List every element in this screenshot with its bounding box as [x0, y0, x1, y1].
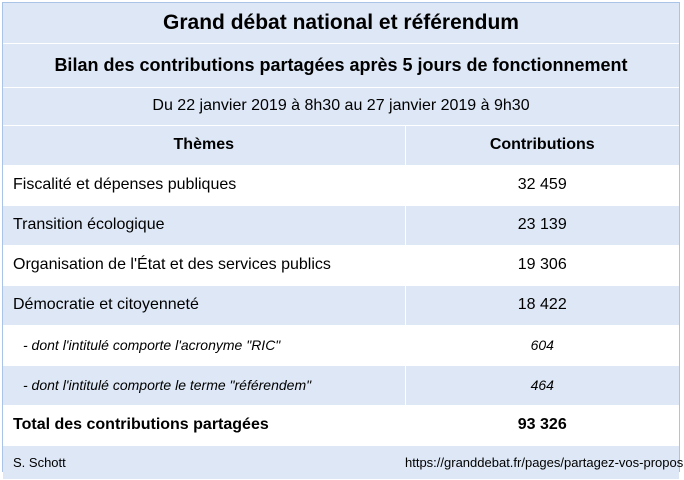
title-row: Grand débat national et référendum [3, 3, 679, 44]
subtitle-row: Bilan des contributions partagées après … [3, 43, 679, 88]
footer-source: https://granddebat.fr/pages/partagez-vos… [405, 445, 684, 480]
contributions-table: Grand débat national et référendum Bilan… [3, 3, 684, 480]
subrow-value: 604 [405, 325, 679, 366]
table-subrow: - dont l'intitulé comporte l'acronyme "R… [3, 325, 679, 366]
total-value: 93 326 [405, 405, 679, 446]
subrow-label: - dont l'intitulé comporte l'acronyme "R… [3, 325, 406, 366]
table-row: Démocratie et citoyenneté 18 422 [3, 285, 679, 326]
page-title: Grand débat national et référendum [3, 3, 679, 44]
row-label: Démocratie et citoyenneté [3, 285, 406, 326]
row-label: Fiscalité et dépenses publiques [3, 165, 406, 206]
table-subrow: - dont l'intitulé comporte le terme "réf… [3, 365, 679, 406]
column-header-contributions: Contributions [405, 125, 679, 166]
table-row: Transition écologique 23 139 [3, 205, 679, 246]
page-subtitle: Bilan des contributions partagées après … [3, 43, 679, 88]
column-header-theme: Thèmes [3, 125, 406, 166]
row-label: Transition écologique [3, 205, 406, 246]
footer-row: S. Schott https://granddebat.fr/pages/pa… [3, 445, 684, 480]
period-row: Du 22 janvier 2019 à 8h30 au 27 janvier … [3, 87, 679, 126]
table-row: Fiscalité et dépenses publiques 32 459 [3, 165, 679, 206]
row-value: 18 422 [405, 285, 679, 326]
period-text: Du 22 janvier 2019 à 8h30 au 27 janvier … [3, 87, 679, 126]
subrow-label: - dont l'intitulé comporte le terme "réf… [3, 365, 406, 406]
total-label: Total des contributions partagées [3, 405, 406, 446]
footer-author: S. Schott [3, 445, 405, 480]
header-row: Thèmes Contributions [3, 125, 679, 166]
row-value: 32 459 [405, 165, 679, 206]
row-label: Organisation de l'État et des services p… [3, 245, 406, 286]
total-row: Total des contributions partagées 93 326 [3, 405, 679, 446]
table-row: Organisation de l'État et des services p… [3, 245, 679, 286]
subrow-value: 464 [405, 365, 679, 406]
row-value: 19 306 [405, 245, 679, 286]
row-value: 23 139 [405, 205, 679, 246]
